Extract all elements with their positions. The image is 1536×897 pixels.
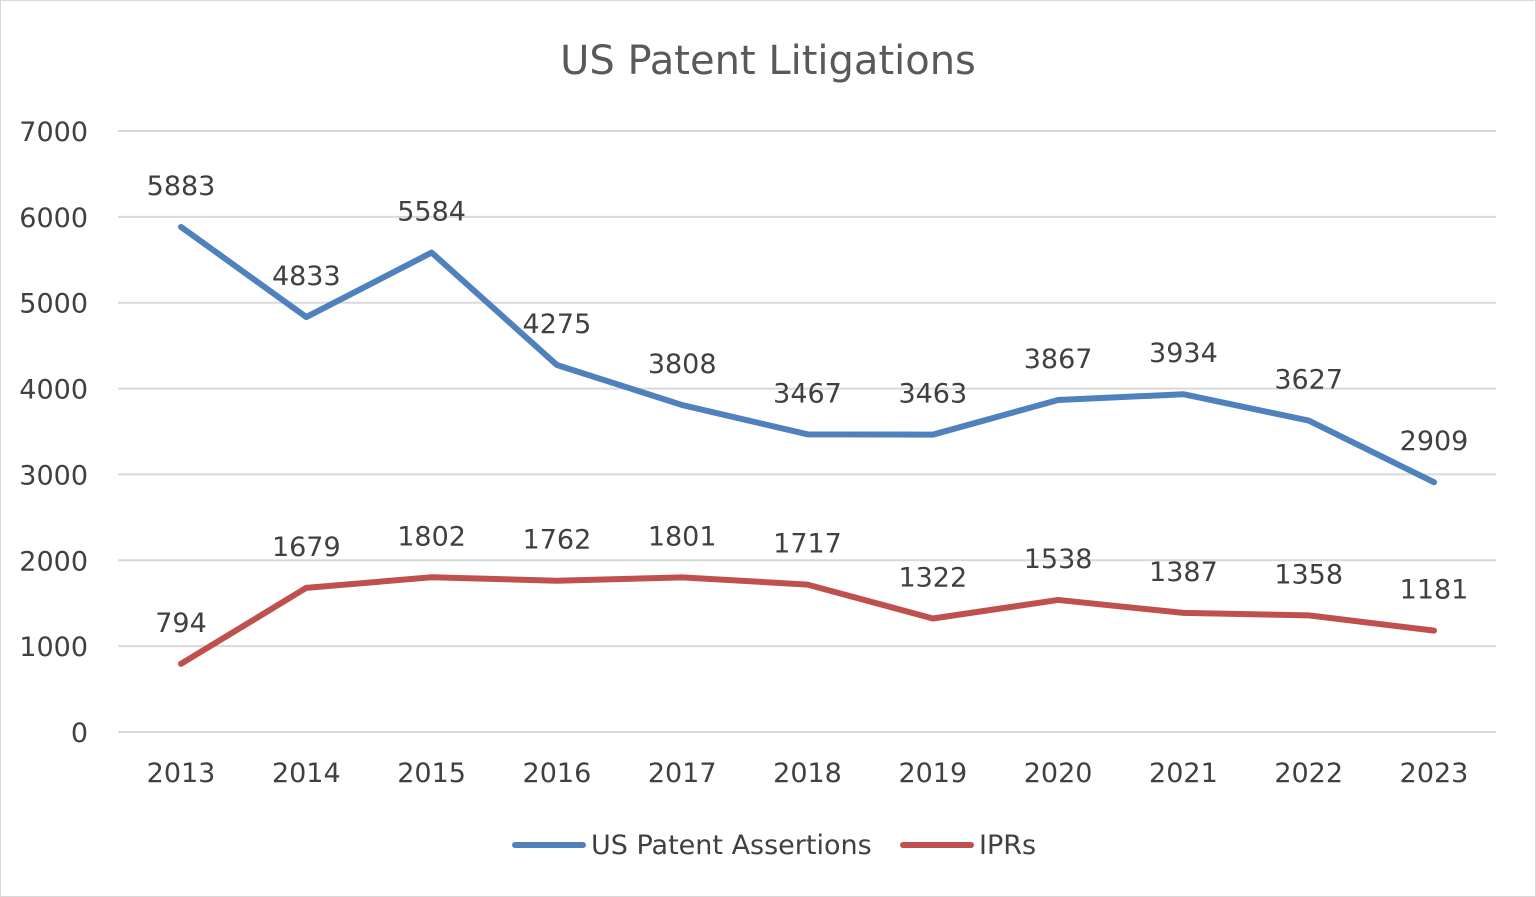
- data-label: 5584: [397, 197, 466, 228]
- y-tick-label: 2000: [19, 546, 88, 577]
- chart-title: US Patent Litigations: [560, 38, 976, 84]
- x-tick-label: 2018: [773, 758, 842, 789]
- legend-label: US Patent Assertions: [591, 830, 872, 861]
- x-tick-label: 2013: [147, 758, 216, 789]
- y-tick-label: 1000: [19, 632, 88, 663]
- data-label: 1322: [898, 562, 967, 593]
- y-tick-label: 0: [71, 718, 88, 749]
- data-label: 1387: [1149, 557, 1218, 588]
- data-label: 2909: [1400, 426, 1469, 457]
- data-label: 1717: [773, 529, 842, 560]
- legend-label: IPRs: [979, 830, 1036, 861]
- series-line-1: [181, 577, 1434, 664]
- data-label: 3467: [773, 378, 842, 409]
- data-label: 794: [155, 608, 207, 639]
- data-label: 1679: [272, 532, 341, 563]
- y-tick-label: 6000: [19, 203, 88, 234]
- data-label: 3867: [1024, 344, 1093, 375]
- data-label: 3463: [898, 379, 967, 410]
- y-tick-label: 7000: [19, 117, 88, 148]
- data-label: 5883: [147, 171, 216, 202]
- data-label: 1358: [1274, 559, 1343, 590]
- x-tick-label: 2020: [1024, 758, 1093, 789]
- data-label: 1181: [1400, 575, 1469, 606]
- data-label: 1802: [397, 521, 466, 552]
- x-tick-label: 2019: [898, 758, 967, 789]
- x-tick-label: 2014: [272, 758, 341, 789]
- y-tick-label: 3000: [19, 460, 88, 491]
- data-label: 3808: [648, 349, 717, 380]
- data-label: 1801: [648, 521, 717, 552]
- series-line-0: [181, 227, 1434, 482]
- x-tick-label: 2017: [648, 758, 717, 789]
- data-label: 1538: [1024, 544, 1093, 575]
- data-label: 3934: [1149, 338, 1218, 369]
- x-tick-label: 2015: [397, 758, 466, 789]
- y-tick-label: 5000: [19, 289, 88, 320]
- x-tick-label: 2016: [523, 758, 592, 789]
- x-tick-label: 2023: [1400, 758, 1469, 789]
- x-tick-label: 2022: [1274, 758, 1343, 789]
- y-tick-label: 4000: [19, 375, 88, 406]
- x-tick-label: 2021: [1149, 758, 1218, 789]
- data-label: 3627: [1274, 365, 1343, 396]
- data-label: 4275: [523, 309, 592, 340]
- data-label: 4833: [272, 261, 341, 292]
- data-label: 1762: [523, 525, 592, 556]
